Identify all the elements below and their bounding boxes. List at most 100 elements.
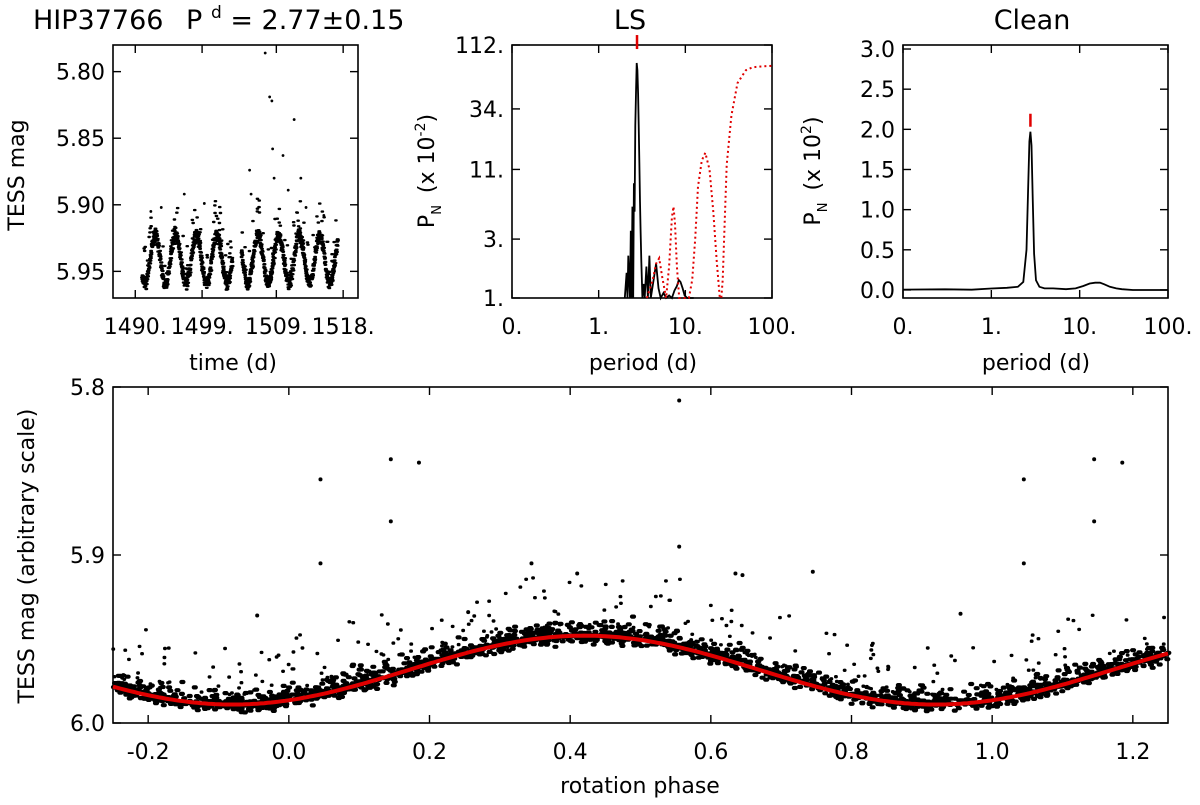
clean-ytick-label: 2.5 xyxy=(860,78,895,103)
ls-xtick-label: 1. xyxy=(588,315,609,340)
phased-fit-curve xyxy=(112,633,1169,707)
lightcurve-flare-point xyxy=(304,206,308,209)
ls-ylabel-p: P xyxy=(415,215,440,228)
phased-flare-point xyxy=(1092,457,1097,462)
clean-ylabel: PN (x 102) xyxy=(799,116,831,225)
phased-flare-point xyxy=(958,611,963,616)
phased-ylabel: TESS mag (arbitrary scale) xyxy=(15,409,40,705)
lightcurve-flare-point xyxy=(263,51,267,55)
period-value: = 2.77±0.15 xyxy=(230,5,404,36)
clean-title: Clean xyxy=(994,5,1071,36)
clean-ylabel-p: P xyxy=(801,212,826,225)
clean-ytick-label: 1.5 xyxy=(860,158,895,183)
period-superscript: d xyxy=(211,3,222,23)
ls-periodogram-curve xyxy=(623,62,694,301)
lightcurve-flare-point xyxy=(272,176,276,180)
phased-xtick-label: 1.0 xyxy=(975,740,1010,765)
ls-xtick-label: 100. xyxy=(748,315,797,340)
phased-flare-point xyxy=(466,610,471,615)
phased-xtick-label: 0.8 xyxy=(834,740,869,765)
lightcurve-xtick-label: 1509. xyxy=(245,315,308,340)
ls-ylabel: PN (x 10-2) xyxy=(413,114,445,228)
phased-flare-point xyxy=(677,544,682,549)
ls-xlabel: period (d) xyxy=(589,351,697,376)
phased-xtick-label: 0.6 xyxy=(693,740,728,765)
lightcurve-flare-point xyxy=(299,176,303,180)
figure-title: HIP37766 P d = 2.77±0.15 xyxy=(33,0,404,36)
lightcurve-flare-point xyxy=(292,118,296,121)
phased-plot: -0.2 0.0 0.2 0.4 0.6 0.8 1.0 1.2 5.8 5.9 6.0 xyxy=(70,376,1172,765)
star-id: HIP37766 xyxy=(33,5,163,36)
ls-xtick-label: 0. xyxy=(502,315,523,340)
clean-spectrum-curve xyxy=(902,131,1168,291)
lightcurve-ytick-label: 5.80 xyxy=(56,61,105,86)
lightcurve-flare-point xyxy=(149,210,153,213)
clean-ytick-label: 1.0 xyxy=(860,199,895,224)
lightcurve-flare-point xyxy=(248,168,252,172)
ls-ylabel-rest: (x 10 xyxy=(415,136,440,193)
lightcurve-frame xyxy=(112,44,359,299)
ls-ylabel-close: ) xyxy=(415,114,440,123)
clean-ytick-label: 0.5 xyxy=(860,239,895,264)
phased-flare-point xyxy=(318,561,323,566)
clean-xtick-label: 0. xyxy=(893,315,914,340)
lightcurve-ytick-label: 5.95 xyxy=(56,260,105,285)
phased-xtick-label: 0.0 xyxy=(271,740,306,765)
phased-flare-point xyxy=(318,477,323,482)
clean-ylabel-sub: N xyxy=(816,203,831,213)
ls-ylabel-exp: -2 xyxy=(413,123,429,137)
lightcurve-plot: 1490. 1499. 1509. 1518. 5.80 5.85 5.90 5.95 xyxy=(56,45,375,340)
phased-flare-point xyxy=(1092,519,1097,524)
lightcurve-flare-point xyxy=(159,206,163,209)
lightcurve-xtick-label: 1490. xyxy=(104,315,167,340)
lightcurve-ytick-label: 5.85 xyxy=(56,127,105,152)
phased-flare-point xyxy=(575,571,580,576)
phased-flare-point xyxy=(529,561,534,566)
lightcurve-flare-point xyxy=(281,154,285,157)
ls-ytick-label: 34. xyxy=(469,98,504,123)
phased-flare-point xyxy=(733,571,738,576)
clean-ytick-label: 0.0 xyxy=(860,279,895,304)
ls-xtick-label: 10. xyxy=(668,315,703,340)
phased-flare-point xyxy=(416,460,421,465)
phased-ytick-label: 6.0 xyxy=(70,712,105,737)
phased-ytick-label: 5.8 xyxy=(70,376,105,401)
ls-ytick-label: 3. xyxy=(483,228,504,253)
lightcurve-flare-point xyxy=(249,192,253,196)
period-symbol: P xyxy=(186,5,202,36)
phased-flare-point xyxy=(1021,561,1026,566)
phased-flare-point xyxy=(388,519,393,524)
clean-xtick-label: 100. xyxy=(1144,315,1193,340)
phased-xtick-label: 0.2 xyxy=(412,740,447,765)
ls-window-curve xyxy=(645,64,773,299)
phased-flare-point xyxy=(388,457,393,462)
lightcurve-flare-point xyxy=(268,95,272,99)
lightcurve-flare-point xyxy=(202,202,206,205)
clean-plot: 0. 1. 10. 100. 0.0 0.5 1.0 1.5 2.0 2.5 3.0 xyxy=(860,38,1192,340)
phased-xlabel: rotation phase xyxy=(560,774,720,799)
lightcurve-ylabel: TESS mag xyxy=(5,119,30,231)
lightcurve-xtick-label: 1499. xyxy=(171,315,234,340)
lightcurve-flare-point xyxy=(182,192,186,196)
phased-frame xyxy=(112,386,1169,724)
ls-ytick-label: 1. xyxy=(483,287,504,312)
phased-xtick-label: -0.2 xyxy=(127,740,170,765)
phased-scatter-points xyxy=(111,576,1166,697)
clean-xtick-label: 1. xyxy=(981,315,1002,340)
clean-xlabel: period (d) xyxy=(982,351,1090,376)
phased-flare-point xyxy=(1120,460,1125,465)
ls-ytick-label: 11. xyxy=(469,158,504,183)
phased-flare-point xyxy=(810,569,815,574)
lightcurve-flare-point xyxy=(271,147,275,151)
clean-frame xyxy=(902,44,1169,299)
clean-ytick-label: 3.0 xyxy=(860,38,895,63)
clean-ylabel-rest: (x 10 xyxy=(801,134,826,191)
lightcurve-flare-point xyxy=(286,188,290,192)
clean-xtick-label: 10. xyxy=(1062,315,1097,340)
lightcurve-ytick-label: 5.90 xyxy=(56,194,105,219)
lightcurve-xtick-label: 1518. xyxy=(312,315,375,340)
phased-flare-point xyxy=(677,398,682,403)
ls-plot: 0. 1. 10. 100. 1. 3. 11. 34. 112. xyxy=(455,34,796,340)
lightcurve-flare-point xyxy=(270,99,274,103)
